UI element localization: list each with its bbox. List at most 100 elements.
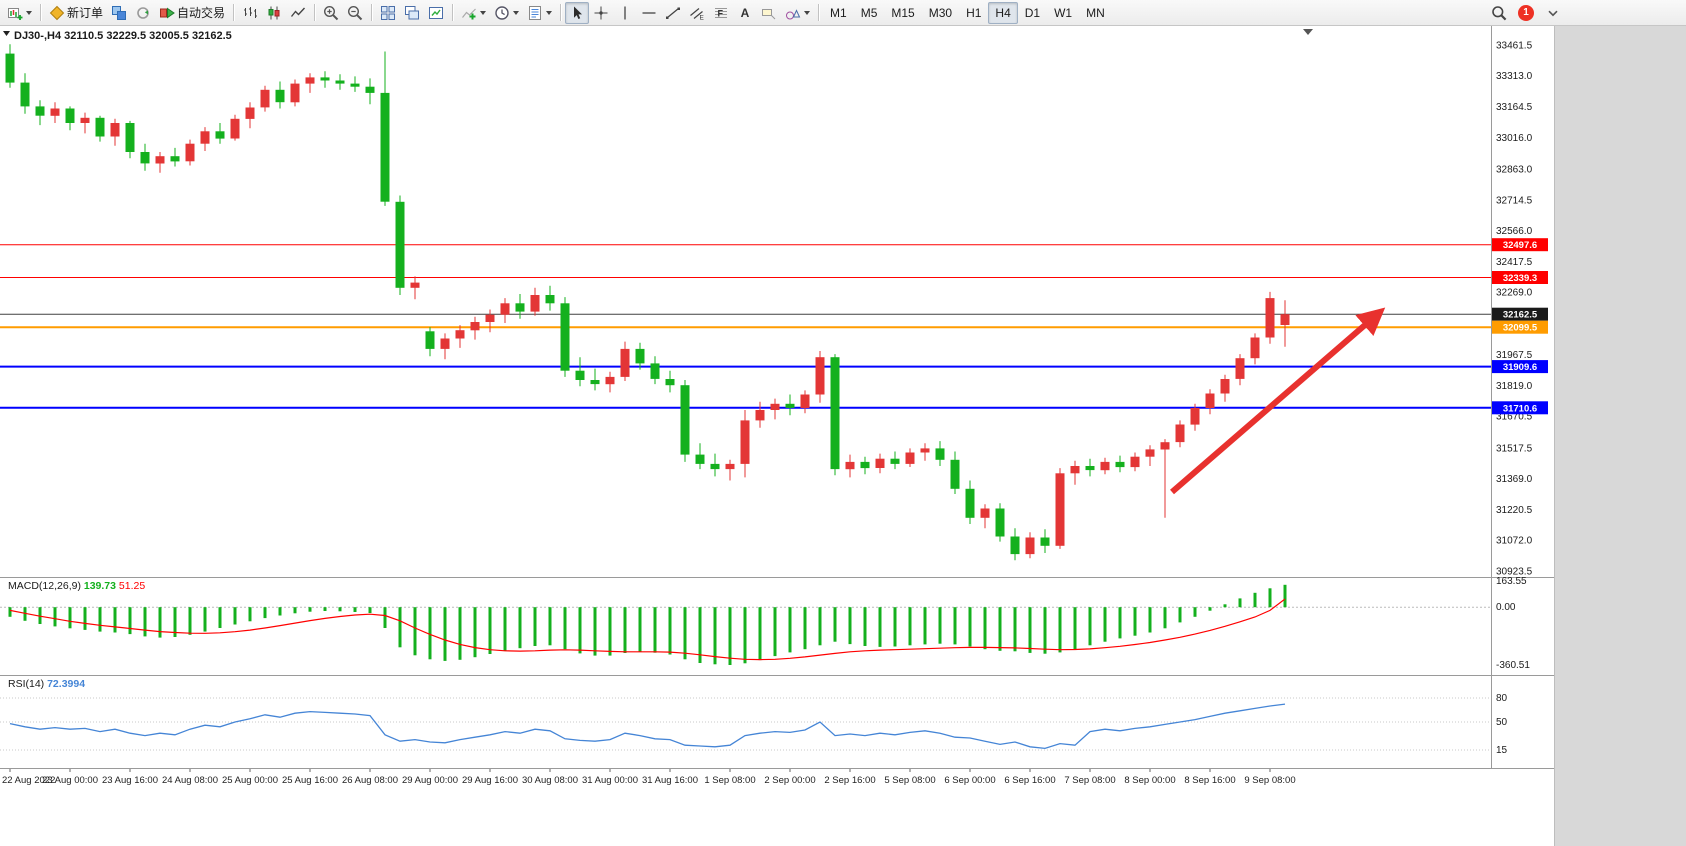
notification-badge[interactable]: 1 [1518,4,1534,21]
toolbar-templates-button[interactable] [523,2,556,24]
price-axis-label: 33313.0 [1496,71,1533,82]
toolbar-separator [452,4,454,21]
price-axis-label: 31517.5 [1496,443,1533,454]
candles [5,44,1290,561]
toolbar-horizontal-line-button[interactable] [637,2,661,24]
toolbar-overflow-button[interactable] [1541,2,1565,24]
toolbar-zoom-in-button[interactable] [319,2,343,24]
zoom-out-icon [348,5,363,20]
price-tag-32099.5 [1492,320,1548,334]
toolbar-new-chart-button[interactable] [3,2,36,24]
trend-arrow-annotation[interactable] [1170,307,1386,495]
toolbar-text-button[interactable]: A [733,2,757,24]
toolbar-tf-mn-button[interactable]: MN [1079,2,1112,24]
toolbar-tf-m5-button[interactable]: M5 [854,2,885,24]
toolbar-tf-m30-button[interactable]: M30 [922,2,959,24]
toolbar-trendline-button[interactable] [661,2,685,24]
toolbar-crosshair-button[interactable] [589,2,613,24]
toolbar-separator [371,4,373,21]
toolbar-tile-windows-button[interactable] [376,2,400,24]
price-axis-label: 31819.0 [1496,381,1533,392]
fibonacci-icon: F [715,7,728,18]
svg-text:E: E [700,14,705,21]
toolbar-tf-h4-button[interactable]: H4 [988,1,1018,24]
time-axis-label: 8 Sep 00:00 [1124,775,1175,786]
price-axis-label: 33016.0 [1496,133,1533,144]
price-tag-label: 31710.6 [1503,403,1537,414]
toolbar-tf-w1-button[interactable]: W1 [1047,2,1079,24]
toolbar-shapes-button[interactable] [781,2,814,24]
price-axis-label: 32269.0 [1496,288,1533,299]
toolbar-fibonacci-button[interactable]: F [709,2,733,24]
collapse-triangle-icon[interactable] [3,31,10,36]
time-axis-label: 5 Sep 08:00 [884,775,935,786]
shapes-icon [786,8,801,19]
chart-title: DJ30-,H4 32110.5 32229.5 32005.5 32162.5 [3,30,232,42]
price-tag-31710.6 [1492,401,1548,415]
toolbar-cascade-windows-button[interactable] [400,2,424,24]
toolbar-profiles-button[interactable] [107,2,131,24]
toolbar-periods-button[interactable] [490,2,523,24]
macd-histogram [8,584,1287,665]
toolbar-one-click-trading-button[interactable] [131,2,155,24]
arrange-charts-icon [429,6,444,19]
toolbar-line-chart-mode-button[interactable] [286,2,310,24]
tile-windows-icon [381,5,396,20]
toolbar-text-label-button[interactable] [757,2,781,24]
candles-chart-icon [268,6,280,19]
time-axis-label: 25 Aug 00:00 [222,775,278,786]
toolbar-zoom-out-button[interactable] [343,2,367,24]
time-axis-label: 7 Sep 08:00 [1064,775,1115,786]
tf-m1-label: M1 [830,5,847,20]
toolbar-candlestick-mode-button[interactable] [262,2,286,24]
price-axis-label: 31967.5 [1496,350,1533,361]
chart-window: DJ30-,H4 32110.5 32229.5 32005.5 32162.5… [0,26,1686,846]
svg-text:A: A [741,6,750,20]
price-tag-label: 31909.6 [1503,362,1537,373]
price-tag-32162.5 [1492,307,1548,321]
profiles-icon [112,5,127,20]
price-tag-label: 32497.6 [1503,240,1537,251]
time-axis-label: 6 Sep 00:00 [944,775,995,786]
tf-h4-label: H4 [995,5,1011,20]
toolbar-indicators-button[interactable] [457,2,490,24]
toolbar-tf-m1-button[interactable]: M1 [823,2,854,24]
caret-down-icon [513,10,520,15]
toolbar-auto-arrange-button[interactable] [424,2,448,24]
toolbar-tf-h1-button[interactable]: H1 [959,2,988,24]
crosshair-icon [594,6,608,19]
toolbar-equidistant-channel-button[interactable]: E [685,2,709,24]
rsi-axis-label: 50 [1496,717,1508,728]
price-axis-label: 31072.0 [1496,536,1533,547]
toolbar-tf-d1-button[interactable]: D1 [1018,2,1047,24]
tf-m15-label: M15 [891,5,915,20]
indicators-icon [462,8,476,19]
macd-signal-line [9,598,1286,661]
chart-shift-marker[interactable] [1303,29,1313,35]
toolbar-bar-chart-mode-button[interactable] [238,2,262,24]
toolbar-new-order-button[interactable]: 新订单 [45,2,107,24]
search-button[interactable] [1487,2,1511,24]
tf-w1-label: W1 [1054,5,1073,20]
chart-canvas[interactable]: DJ30-,H4 32110.5 32229.5 32005.5 32162.5… [0,26,1554,846]
time-axis-label: 30 Aug 08:00 [522,775,578,786]
horizontal-lines[interactable] [0,244,1491,409]
price-axis[interactable]: 33461.5 33313.0 33164.5 33016.0 32863.0 32714… [1492,41,1548,757]
rsi-header: RSI(14) 72.3994 [8,678,85,690]
toolbar-auto-trading-button[interactable]: 自动交易 [155,2,229,24]
price-axis-label: 31369.0 [1496,474,1533,485]
time-axis-label: 6 Sep 16:00 [1004,775,1055,786]
vline-icon [624,6,626,19]
time-axis-label: 31 Aug 00:00 [582,775,638,786]
time-axis-label: 8 Sep 16:00 [1184,775,1235,786]
caret-down-icon [480,10,487,15]
caret-down-icon [804,10,811,15]
symbol-ohlc-label: DJ30-,H4 32110.5 32229.5 32005.5 32162.5 [14,30,232,42]
toolbar-cursor-button[interactable] [565,1,590,24]
price-tag-label: 32099.5 [1503,323,1538,334]
time-axis-label: 2 Sep 00:00 [764,775,815,786]
line-chart-icon [290,7,306,17]
toolbar-tf-m15-button[interactable]: M15 [884,2,921,24]
toolbar-vertical-line-button[interactable] [613,2,637,24]
